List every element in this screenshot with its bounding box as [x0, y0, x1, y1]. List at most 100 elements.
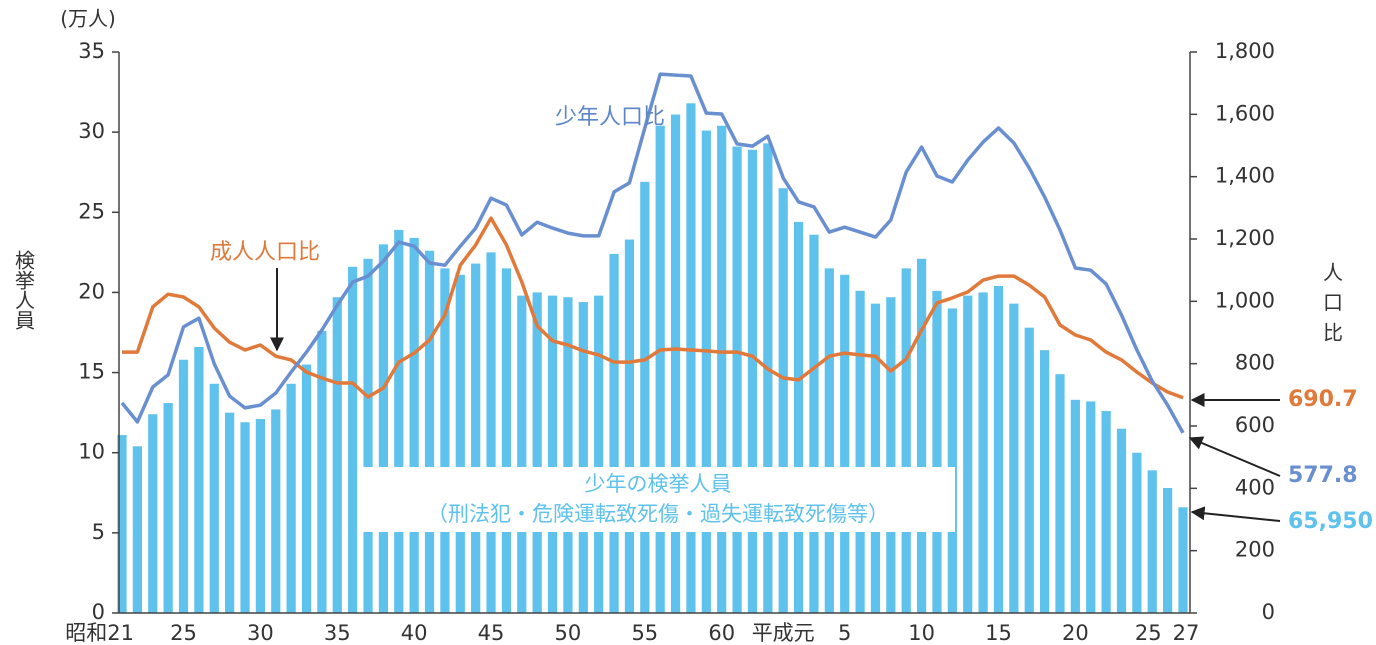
y-tick-label: 35	[78, 39, 105, 63]
bar	[225, 412, 235, 613]
annotation-text: 少年の検挙人員	[585, 472, 732, 496]
x-tick-label: 60	[708, 621, 735, 645]
bar	[532, 292, 542, 613]
bar	[870, 303, 881, 613]
bar	[148, 414, 158, 613]
bar	[932, 290, 942, 613]
y-axis-label: 検挙人員	[12, 250, 36, 330]
bar	[517, 295, 527, 613]
bar	[916, 258, 927, 613]
adult-line-label: 成人人口比	[210, 240, 320, 265]
bar	[840, 274, 850, 613]
y-tick-label: 0	[92, 600, 105, 624]
bar	[1086, 401, 1096, 613]
x-tick-label: 15	[985, 621, 1012, 645]
y2-tick-label: 800	[1235, 351, 1275, 375]
bar	[132, 446, 142, 613]
youth-line-label: 少年人口比	[555, 105, 665, 130]
bar	[378, 244, 389, 614]
bar	[440, 268, 450, 613]
y2-tick-label: 600	[1235, 413, 1275, 437]
bar	[563, 297, 573, 613]
end-label: 65,950	[1288, 509, 1373, 534]
bar	[301, 364, 312, 613]
y2-tick-label: 0	[1262, 600, 1275, 624]
bar	[209, 383, 219, 613]
bar	[163, 403, 173, 613]
bar	[701, 130, 711, 614]
bar	[1040, 350, 1050, 613]
bar	[947, 308, 957, 613]
bar	[547, 295, 558, 613]
y2-axis-label: 人口比	[1320, 262, 1344, 352]
y-tick-label: 25	[78, 199, 105, 223]
bar	[763, 143, 773, 613]
bar	[655, 125, 665, 613]
bar	[594, 295, 604, 613]
bar	[1024, 327, 1034, 613]
x-tick-label: 50	[555, 621, 582, 645]
bar	[255, 419, 265, 613]
bar	[901, 268, 911, 613]
y-tick-label: 5	[92, 520, 105, 544]
bar	[732, 146, 742, 613]
y2-tick-label: 1,000	[1215, 288, 1275, 312]
x-tick-label: 5	[838, 621, 851, 645]
bar	[609, 253, 619, 613]
y2-tick-label: 1,400	[1215, 164, 1275, 188]
bar	[1009, 303, 1019, 613]
y-unit-label: (万人)	[60, 7, 116, 31]
plot-area: 少年の検挙人員 （刑法犯・危険運転致死傷・過失運転致死傷等） 0 5 10 15 20 25 3…	[65, 39, 1275, 645]
y2-tick-label: 200	[1235, 538, 1275, 562]
bar	[455, 274, 465, 613]
bar	[178, 359, 189, 613]
bar	[1147, 470, 1157, 613]
end-label: 690.7	[1288, 387, 1358, 412]
bar	[578, 302, 588, 613]
bar	[409, 237, 419, 613]
bar	[686, 103, 696, 613]
y-tick-label: 15	[78, 360, 105, 384]
annotation-text: （刑法犯・危険運転致死傷・過失運転致死傷等）	[427, 502, 889, 526]
bar	[886, 297, 896, 613]
y-tick-label: 20	[78, 279, 105, 303]
y2-tick-label: 1,800	[1215, 39, 1275, 63]
bar	[1163, 487, 1173, 613]
bar	[486, 252, 496, 613]
bar	[1101, 411, 1111, 613]
bar	[471, 263, 481, 613]
bar	[348, 266, 358, 613]
annotation-box	[362, 467, 955, 532]
bar	[993, 286, 1004, 613]
line	[122, 216, 1184, 400]
x-tick-label: 平成元	[752, 621, 815, 645]
bar	[424, 250, 435, 614]
x-tick-label: 55	[631, 621, 658, 645]
bar	[670, 114, 681, 614]
bar	[363, 258, 373, 613]
x-tick-label: 20	[1062, 621, 1089, 645]
bar	[793, 221, 804, 613]
x-tick-label: 45	[478, 621, 505, 645]
x-tick-label: 40	[401, 621, 428, 645]
bar	[332, 297, 342, 613]
annotation-arrow	[1190, 506, 1281, 522]
bar	[1116, 428, 1127, 613]
y2-tick-label: 1,200	[1215, 226, 1275, 250]
bar	[501, 268, 512, 613]
bar	[809, 234, 819, 613]
bar	[978, 292, 988, 613]
bar	[624, 239, 635, 613]
x-tick-label: 35	[324, 621, 351, 645]
line	[120, 72, 1185, 434]
x-tick-label: 30	[247, 621, 274, 645]
bar	[778, 188, 788, 613]
x-tick-label: 25	[170, 621, 197, 645]
y2-tick-label: 1,600	[1215, 101, 1275, 125]
bar	[747, 149, 758, 613]
bar	[640, 181, 650, 613]
bar	[1178, 507, 1188, 613]
end-label: 577.8	[1288, 463, 1358, 488]
bar	[824, 268, 834, 613]
